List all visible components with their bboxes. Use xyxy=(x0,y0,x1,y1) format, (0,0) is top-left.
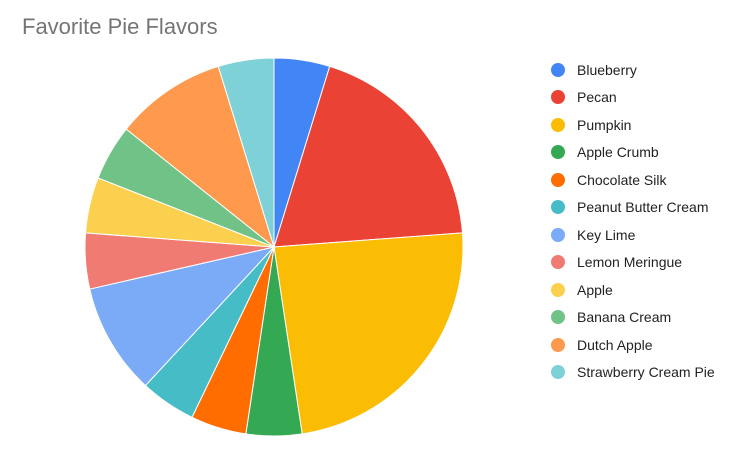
legend-swatch xyxy=(551,310,565,325)
legend-label: Pumpkin xyxy=(577,116,632,133)
legend-item[interactable]: Peanut Butter Cream xyxy=(551,194,715,222)
legend-swatch xyxy=(551,255,565,270)
legend-label: Dutch Apple xyxy=(577,336,653,353)
legend-item[interactable]: Pecan xyxy=(551,84,715,112)
legend-label: Apple xyxy=(577,281,613,298)
legend-label: Chocolate Silk xyxy=(577,171,667,188)
legend-item[interactable]: Dutch Apple xyxy=(551,331,715,359)
legend-swatch xyxy=(551,145,565,160)
pie-slice-pumpkin[interactable] xyxy=(273,232,464,435)
legend-item[interactable]: Pumpkin xyxy=(551,111,715,139)
legend-swatch xyxy=(551,365,565,380)
legend-item[interactable]: Key Lime xyxy=(551,221,715,249)
legend-label: Pecan xyxy=(577,89,617,106)
legend-swatch xyxy=(551,200,565,215)
legend-swatch xyxy=(551,172,565,187)
legend-label: Key Lime xyxy=(577,226,636,243)
pie-slice-strawberry-cream-pie[interactable] xyxy=(217,57,275,248)
pie-slice-dutch-apple[interactable] xyxy=(125,65,275,249)
legend-item[interactable]: Banana Cream xyxy=(551,304,715,332)
legend-item[interactable]: Chocolate Silk xyxy=(551,166,715,194)
pie-slice-pecan[interactable] xyxy=(273,65,464,248)
legend-swatch xyxy=(551,282,565,297)
legend-item[interactable]: Strawberry Cream Pie xyxy=(551,359,715,387)
legend-swatch xyxy=(551,90,565,105)
chart-legend: Blueberry Pecan Pumpkin Apple Crumb Chocolat… xyxy=(551,56,715,386)
legend-swatch xyxy=(551,117,565,132)
legend-label: Blueberry xyxy=(577,61,637,78)
legend-item[interactable]: Lemon Meringue xyxy=(551,249,715,277)
legend-item[interactable]: Blueberry xyxy=(551,56,715,84)
legend-label: Apple Crumb xyxy=(577,144,659,161)
legend-label: Peanut Butter Cream xyxy=(577,199,709,216)
legend-swatch xyxy=(551,62,565,77)
legend-label: Banana Cream xyxy=(577,309,672,326)
legend-item[interactable]: Apple xyxy=(551,276,715,304)
legend-item[interactable]: Apple Crumb xyxy=(551,139,715,167)
legend-swatch xyxy=(551,227,565,242)
legend-label: Strawberry Cream Pie xyxy=(577,364,715,381)
pie-slice-key-lime[interactable] xyxy=(89,246,276,387)
legend-swatch xyxy=(551,337,565,352)
chart-title: Favorite Pie Flavors xyxy=(22,14,218,39)
legend-label: Lemon Meringue xyxy=(577,254,683,271)
